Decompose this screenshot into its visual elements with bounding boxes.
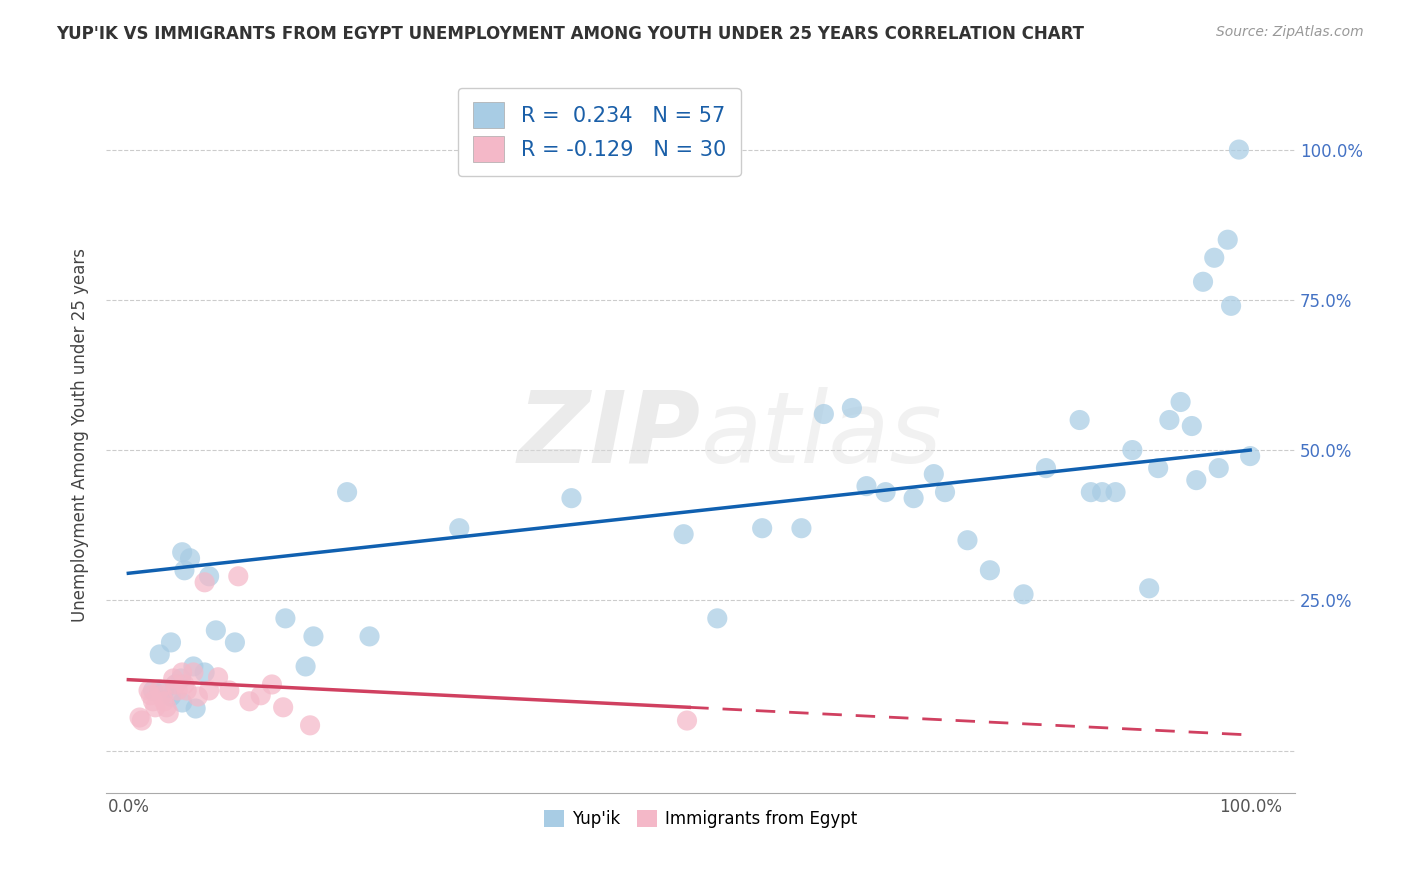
Point bbox=[165, 677, 187, 691]
Point bbox=[179, 551, 201, 566]
Point bbox=[751, 521, 773, 535]
Point bbox=[142, 683, 165, 698]
Text: Source: ZipAtlas.com: Source: ZipAtlas.com bbox=[1216, 25, 1364, 39]
Point bbox=[153, 683, 176, 698]
Point bbox=[336, 485, 359, 500]
Point bbox=[218, 683, 240, 698]
Point bbox=[1069, 413, 1091, 427]
Point bbox=[359, 629, 381, 643]
Point bbox=[131, 714, 153, 728]
Point bbox=[302, 629, 325, 643]
Point bbox=[956, 533, 979, 548]
Point bbox=[560, 491, 582, 505]
Point bbox=[1137, 582, 1160, 596]
Point bbox=[934, 485, 956, 500]
Point bbox=[1121, 443, 1143, 458]
Point bbox=[249, 688, 271, 702]
Point bbox=[150, 688, 173, 702]
Point bbox=[271, 700, 294, 714]
Point bbox=[155, 700, 177, 714]
Point bbox=[1012, 587, 1035, 601]
Point bbox=[149, 648, 172, 662]
Point bbox=[224, 635, 246, 649]
Point bbox=[903, 491, 925, 505]
Point bbox=[1192, 275, 1215, 289]
Point bbox=[922, 467, 945, 482]
Point bbox=[184, 701, 207, 715]
Point bbox=[165, 677, 187, 691]
Point bbox=[1208, 461, 1230, 475]
Point bbox=[205, 624, 228, 638]
Point bbox=[1204, 251, 1226, 265]
Point bbox=[1227, 143, 1250, 157]
Point bbox=[979, 563, 1001, 577]
Point bbox=[183, 665, 205, 680]
Y-axis label: Unemployment Among Youth under 25 years: Unemployment Among Youth under 25 years bbox=[72, 248, 89, 622]
Point bbox=[1035, 461, 1057, 475]
Point bbox=[672, 527, 695, 541]
Point bbox=[1216, 233, 1239, 247]
Legend: Yup'ik, Immigrants from Egypt: Yup'ik, Immigrants from Egypt bbox=[537, 803, 865, 834]
Point bbox=[166, 683, 188, 698]
Point bbox=[1239, 449, 1261, 463]
Point bbox=[176, 683, 198, 698]
Point bbox=[1080, 485, 1102, 500]
Point bbox=[1104, 485, 1126, 500]
Point bbox=[149, 682, 172, 697]
Point bbox=[157, 706, 180, 721]
Point bbox=[449, 521, 471, 535]
Point bbox=[299, 718, 322, 732]
Text: atlas: atlas bbox=[700, 386, 942, 483]
Point bbox=[676, 714, 699, 728]
Point bbox=[813, 407, 835, 421]
Point bbox=[198, 569, 221, 583]
Point bbox=[226, 569, 249, 583]
Point bbox=[172, 696, 194, 710]
Point bbox=[875, 485, 897, 500]
Point bbox=[238, 694, 260, 708]
Point bbox=[207, 670, 229, 684]
Point bbox=[183, 659, 205, 673]
Point bbox=[194, 665, 217, 680]
Point bbox=[790, 521, 813, 535]
Point bbox=[153, 694, 176, 708]
Point bbox=[841, 401, 863, 415]
Point bbox=[1159, 413, 1181, 427]
Point bbox=[855, 479, 877, 493]
Point bbox=[294, 659, 316, 673]
Point bbox=[162, 672, 184, 686]
Point bbox=[160, 690, 183, 704]
Point bbox=[1170, 395, 1192, 409]
Point bbox=[128, 710, 150, 724]
Point bbox=[142, 694, 165, 708]
Point bbox=[1147, 461, 1170, 475]
Point bbox=[160, 635, 183, 649]
Point bbox=[139, 688, 162, 702]
Text: ZIP: ZIP bbox=[517, 386, 700, 483]
Point bbox=[706, 611, 728, 625]
Point bbox=[194, 575, 217, 590]
Point bbox=[1220, 299, 1243, 313]
Point bbox=[187, 690, 209, 704]
Point bbox=[173, 677, 195, 691]
Point bbox=[274, 611, 297, 625]
Point bbox=[138, 683, 160, 698]
Point bbox=[172, 665, 194, 680]
Point bbox=[1091, 485, 1114, 500]
Point bbox=[260, 677, 283, 691]
Point bbox=[143, 700, 166, 714]
Text: YUP'IK VS IMMIGRANTS FROM EGYPT UNEMPLOYMENT AMONG YOUTH UNDER 25 YEARS CORRELAT: YUP'IK VS IMMIGRANTS FROM EGYPT UNEMPLOY… bbox=[56, 25, 1084, 43]
Point bbox=[172, 545, 194, 559]
Point bbox=[1185, 473, 1208, 487]
Point bbox=[1181, 419, 1204, 434]
Point bbox=[173, 563, 195, 577]
Point bbox=[198, 683, 221, 698]
Point bbox=[170, 672, 193, 686]
